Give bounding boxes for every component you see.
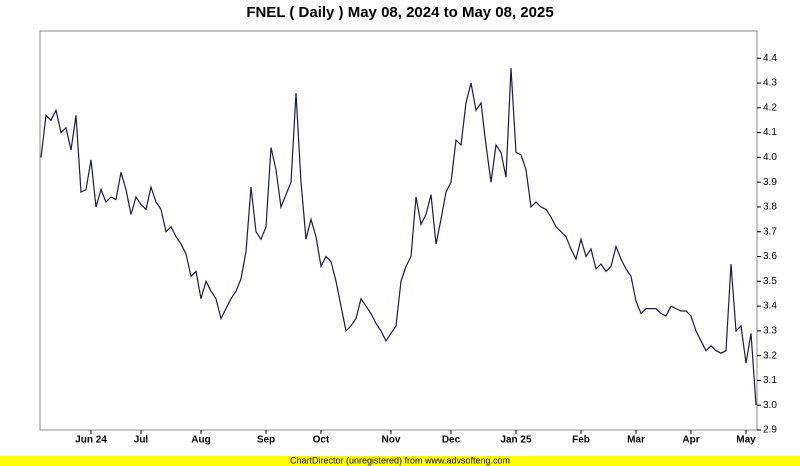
plot-frame [39,30,758,431]
x-tick-label: May [736,435,756,446]
x-tick-label: Feb [572,435,590,446]
footer-band [0,456,800,466]
price-line [40,68,757,406]
chart-title: FNEL ( Daily ) May 08, 2024 to May 08, 2… [246,4,553,21]
y-tick-label: 3.1 [763,375,777,386]
x-tick-label: Oct [313,435,330,446]
y-tick-label: 3.3 [763,326,777,337]
x-tick-label: Aug [191,435,210,446]
y-tick-label: 3.2 [763,350,777,361]
y-tick-label: 3.0 [763,400,777,411]
y-tick-label: 3.4 [763,301,777,312]
y-tick-label: 3.9 [763,177,777,188]
x-tick-label: Jun 24 [75,435,107,446]
y-tick-label: 4.3 [763,78,777,89]
y-tick-label: 3.8 [763,202,777,213]
y-tick-label: 4.4 [763,53,777,64]
x-tick-label: Dec [442,435,461,446]
y-tick-label: 2.9 [763,425,777,436]
x-tick-label: Jan 25 [500,435,532,446]
y-tick-label: 3.6 [763,251,777,262]
x-tick-label: Nov [382,435,401,446]
footer: ChartDirector (unregistered) from www.ad… [290,455,510,465]
y-tick-label: 3.5 [763,276,777,287]
x-tick-label: Sep [257,435,275,446]
y-tick-label: 4.0 [763,152,777,163]
x-tick-label: Mar [627,435,645,446]
y-tick-label: 4.1 [763,127,777,138]
x-tick-label: Apr [682,435,699,446]
y-tick-label: 3.7 [763,226,777,237]
y-tick-label: 4.2 [763,102,777,113]
x-tick-label: Jul [134,435,149,446]
